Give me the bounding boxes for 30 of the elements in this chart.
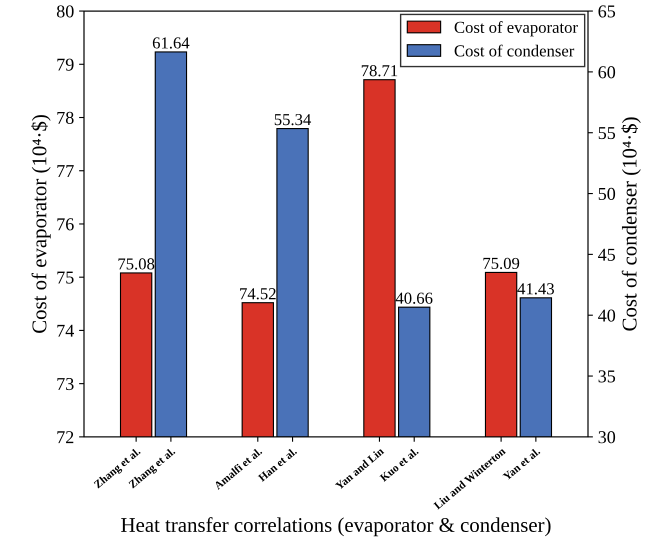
y-tick-label: 79: [57, 58, 74, 71]
y-tick-label: 78: [57, 112, 74, 124]
y2-tick-label: 50: [598, 188, 616, 200]
y2-tick-label: 45: [598, 248, 616, 261]
y2-tick-label: 35: [598, 370, 616, 382]
data-label: 40.66: [396, 292, 432, 304]
y-tick-label: 76: [57, 218, 74, 230]
y2-tick-label: 30: [598, 431, 616, 444]
data-label: 75.09: [483, 258, 520, 270]
data-label: 75.08: [118, 258, 154, 270]
data-label: 55.34: [274, 114, 312, 126]
y-tick-label: 75: [57, 272, 74, 284]
y2-tick-label: 55: [598, 127, 616, 140]
data-label: 61.64: [152, 37, 190, 49]
y-tick-label: 80: [56, 5, 74, 18]
data-label: 74.52: [240, 288, 276, 300]
y-tick-label: 74: [57, 324, 74, 337]
data-label: 41.43: [517, 283, 554, 294]
y-axis-title: Cost of evaporator (10⁴·$): [31, 115, 51, 333]
x-axis-title: Heat transfer correlations (evaporator & condenser): [121, 517, 551, 536]
legend-label: Cost of evaporator: [454, 21, 578, 36]
y-tick-label: 73: [57, 378, 74, 390]
y-tick-label: 72: [57, 431, 74, 444]
data-label: 78.71: [362, 65, 398, 76]
y2-tick-label: 40: [598, 309, 616, 322]
legend-label: Cost of condenser: [454, 44, 574, 57]
y2-tick-label: 60: [598, 66, 616, 78]
y2-axis-title: Cost of condenser (10⁴·$): [621, 117, 641, 331]
y-tick-label: 77: [57, 165, 74, 178]
y2-tick-label: 65: [598, 5, 616, 18]
